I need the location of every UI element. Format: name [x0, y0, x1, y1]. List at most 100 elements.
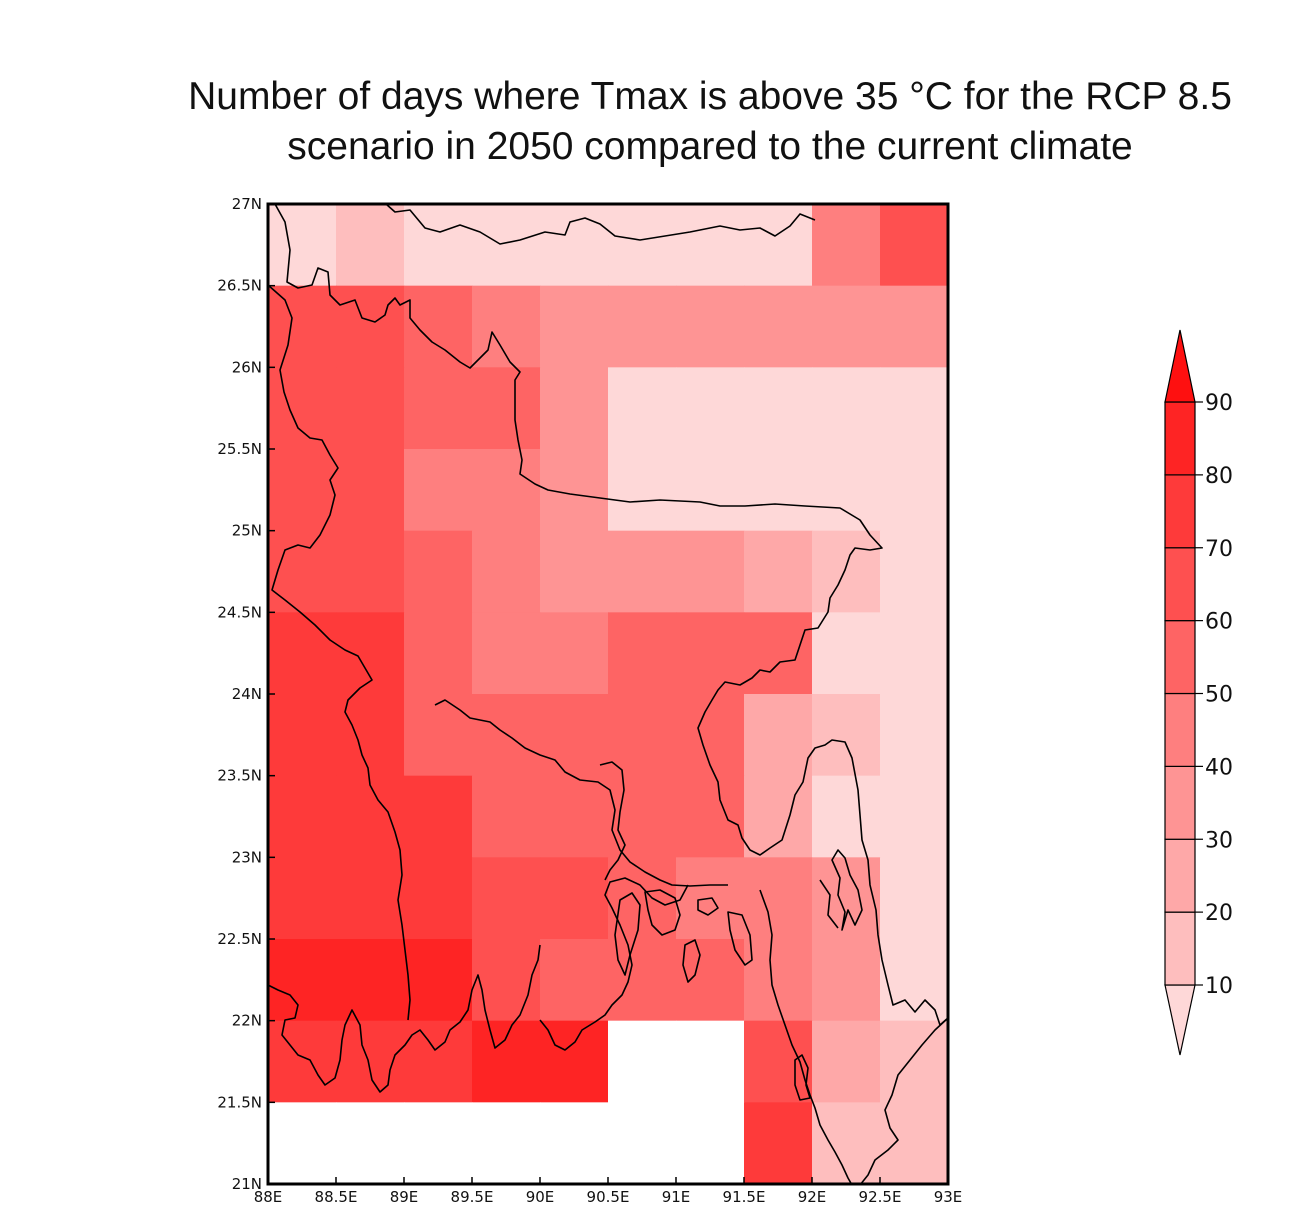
heatmap-cell: [336, 775, 405, 858]
heatmap-cell: [472, 939, 541, 1022]
y-tick-label: 21N: [232, 1175, 262, 1193]
island-bhola: [614, 892, 641, 976]
x-tick-label: 88.5E: [315, 1188, 358, 1206]
heatmap-cell: [812, 694, 881, 777]
heatmap-cell: [676, 285, 745, 368]
heatmap-cell: [744, 1102, 813, 1185]
island-small: [697, 897, 719, 916]
heatmap-cell: [540, 1102, 609, 1185]
border-southeast: [859, 1017, 949, 1186]
heatmap-cell: [336, 449, 405, 532]
coastline-boundaries: [267, 203, 949, 1186]
heatmap-cell: [676, 367, 745, 450]
heatmap-cell: [608, 449, 677, 532]
heatmap-cell: [268, 694, 337, 777]
heatmap-cell: [404, 530, 473, 613]
colorbar-label: 20: [1205, 901, 1233, 926]
heatmap-cell: [472, 1102, 541, 1185]
heatmap-cell: [608, 1020, 677, 1103]
heatmap-cell: [676, 775, 745, 858]
x-tick-label: 92E: [798, 1188, 827, 1206]
heatmap-cell: [608, 285, 677, 368]
colorbar-segment: [1164, 765, 1196, 840]
y-tick-label: 26.5N: [217, 277, 262, 295]
colorbar-lower-arrow: [1164, 984, 1196, 1056]
heatmap-cell: [268, 1020, 337, 1103]
heatmap-cell: [336, 1102, 405, 1185]
heatmap-cell: [336, 612, 405, 695]
heatmap-cell: [880, 1102, 949, 1185]
heatmap-cell: [880, 449, 949, 532]
heatmap-cell: [812, 775, 881, 858]
heatmap-cell: [336, 204, 405, 287]
island-maheshkhali: [794, 1054, 811, 1101]
heatmap-cell: [812, 1020, 881, 1103]
heatmap-cell: [880, 530, 949, 613]
heatmap-cell: [676, 1102, 745, 1185]
heatmap-cell: [540, 367, 609, 450]
heatmap-cell: [540, 204, 609, 287]
y-tick-label: 27N: [232, 195, 262, 213]
heatmap-cell: [540, 612, 609, 695]
heatmap-cell: [812, 285, 881, 368]
heatmap-cell: [880, 939, 949, 1022]
heatmap-cell: [404, 367, 473, 450]
x-tick-label: 91.5E: [723, 1188, 766, 1206]
colorbar-segment: [1164, 547, 1196, 622]
colorbar-segment: [1164, 620, 1196, 695]
heatmap-cell: [812, 449, 881, 532]
heatmap-cell: [744, 285, 813, 368]
colorbar: 10 20 30 40 50 60 70 80 90: [1164, 329, 1233, 1056]
colorbar-label: 30: [1205, 828, 1233, 853]
y-tick-label: 26N: [232, 358, 262, 376]
heatmap-cell: [404, 449, 473, 532]
heatmap-cell: [540, 694, 609, 777]
colorbar-upper-arrow: [1164, 329, 1196, 403]
river-meghna: [599, 761, 626, 881]
heatmap-cell: [812, 204, 881, 287]
y-tick-label: 23N: [232, 848, 262, 866]
colorbar-label: 60: [1205, 610, 1233, 635]
river-inland-1: [819, 879, 839, 929]
heatmap-cell: [608, 939, 677, 1022]
heatmap-cell: [744, 1020, 813, 1103]
heatmap-cell: [472, 530, 541, 613]
heatmap-cell: [472, 449, 541, 532]
heatmap-cell: [336, 530, 405, 613]
heatmap-cell: [472, 1020, 541, 1103]
heatmap-cell: [608, 612, 677, 695]
heatmap-cell: [608, 694, 677, 777]
x-tick-label: 90.5E: [587, 1188, 630, 1206]
heatmap-cell: [540, 530, 609, 613]
island-hatiya: [644, 889, 681, 936]
heatmap-cell: [336, 694, 405, 777]
heatmap-cell: [880, 775, 949, 858]
x-tick-label: 91E: [662, 1188, 691, 1206]
heatmap-cell: [404, 857, 473, 940]
heatmap-cell: [744, 857, 813, 940]
heatmap-cell: [404, 939, 473, 1022]
heatmap-cell: [268, 285, 337, 368]
coast-sundarbans: [267, 944, 541, 1093]
heatmap-cell: [268, 530, 337, 613]
heatmap-cell: [812, 612, 881, 695]
heatmap-cell: [540, 775, 609, 858]
heatmap-cell: [472, 204, 541, 287]
x-tick-label: 89.5E: [451, 1188, 494, 1206]
colorbar-label: 10: [1205, 974, 1233, 999]
heatmap-cell: [744, 694, 813, 777]
heatmap-cell: [404, 1102, 473, 1185]
heatmap-cell: [880, 1020, 949, 1103]
heatmap-cell: [812, 939, 881, 1022]
heatmap-cell: [744, 775, 813, 858]
heatmap-cell: [812, 367, 881, 450]
island-sandwip: [727, 911, 753, 966]
heatmap-cell: [676, 1020, 745, 1103]
x-tick-label: 92.5E: [859, 1188, 902, 1206]
heatmap-cell: [268, 1102, 337, 1185]
heatmap-cell: [404, 285, 473, 368]
island-small-2: [682, 939, 701, 983]
heatmap-cell: [540, 1020, 609, 1103]
heatmap-cell: [268, 857, 337, 940]
heatmap-cell: [812, 1102, 881, 1185]
